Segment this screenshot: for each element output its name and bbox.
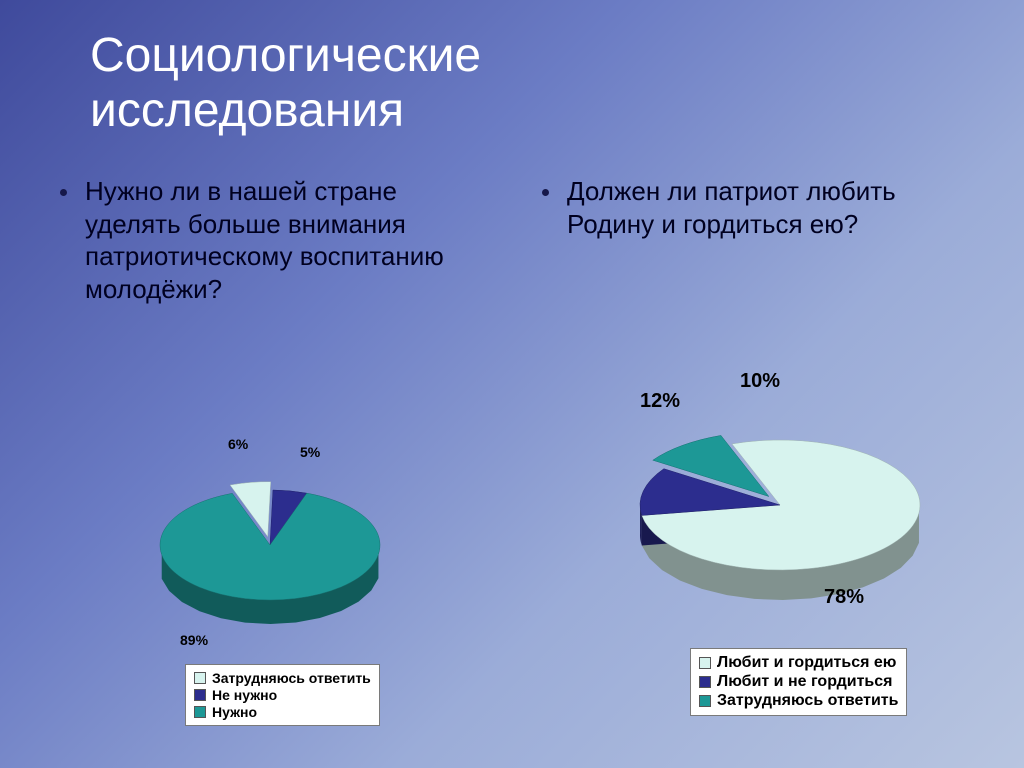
legend-label: Затрудняюсь ответить bbox=[717, 692, 898, 710]
content-columns: Нужно ли в нашей стране уделять больше в… bbox=[0, 175, 1024, 305]
left-bullet-block: Нужно ли в нашей стране уделять больше в… bbox=[60, 175, 482, 305]
legend-swatch bbox=[699, 657, 711, 669]
legend-row: Любит и не гордиться bbox=[699, 673, 898, 691]
legend-swatch bbox=[699, 695, 711, 707]
pie-svg bbox=[620, 420, 960, 640]
legend-label: Не нужно bbox=[212, 687, 277, 703]
pct-label: 6% bbox=[228, 436, 248, 452]
legend-label: Нужно bbox=[212, 704, 257, 720]
legend-row: Любит и гордиться ею bbox=[699, 654, 898, 672]
pct-label: 10% bbox=[740, 370, 780, 393]
pct-label: 89% bbox=[180, 632, 208, 648]
right-bullet-block: Должен ли патриот любить Родину и гордит… bbox=[542, 175, 964, 240]
bullet-icon bbox=[60, 189, 67, 196]
legend-swatch bbox=[194, 689, 206, 701]
legend-row: Нужно bbox=[194, 704, 371, 720]
right-pie-chart bbox=[620, 420, 960, 640]
slide-title: Социологические исследования bbox=[90, 28, 481, 138]
legend-swatch bbox=[194, 706, 206, 718]
legend-row: Затрудняюсь ответить bbox=[194, 670, 371, 686]
legend-swatch bbox=[194, 672, 206, 684]
legend-label: Затрудняюсь ответить bbox=[212, 670, 371, 686]
pct-label: 78% bbox=[824, 586, 864, 609]
right-legend: Любит и гордиться еюЛюбит и не гордиться… bbox=[690, 648, 907, 716]
legend-label: Любит и гордиться ею bbox=[717, 654, 896, 672]
legend-row: Не нужно bbox=[194, 687, 371, 703]
left-legend: Затрудняюсь ответитьНе нужноНужно bbox=[185, 664, 380, 726]
legend-label: Любит и не гордиться bbox=[717, 673, 892, 691]
pie-slice bbox=[160, 493, 380, 600]
bullet-icon bbox=[542, 189, 549, 196]
pct-label: 12% bbox=[640, 390, 680, 413]
legend-row: Затрудняюсь ответить bbox=[699, 692, 898, 710]
pct-label: 5% bbox=[300, 444, 320, 460]
left-column: Нужно ли в нашей стране уделять больше в… bbox=[0, 175, 512, 305]
legend-swatch bbox=[699, 676, 711, 688]
left-question: Нужно ли в нашей стране уделять больше в… bbox=[85, 175, 482, 305]
right-question: Должен ли патриот любить Родину и гордит… bbox=[567, 175, 964, 240]
right-column: Должен ли патриот любить Родину и гордит… bbox=[512, 175, 1024, 305]
